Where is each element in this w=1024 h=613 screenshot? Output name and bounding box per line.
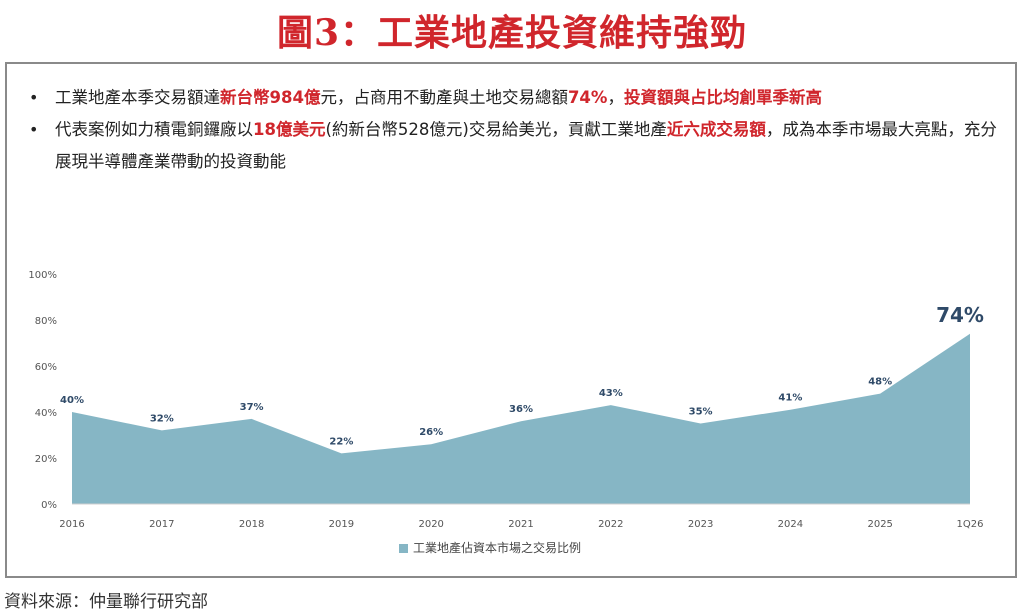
y-tick-label: 60% xyxy=(35,362,57,373)
legend-label: 工業地產佔資本市場之交易比例 xyxy=(413,540,581,555)
bullet-text: 元，占商用不動產與土地交易總額 xyxy=(320,88,568,107)
x-tick-label: 2025 xyxy=(867,519,892,530)
bullet-list: 工業地產本季交易額達新台幣984億元，占商用不動產與土地交易總額74%，投資額與… xyxy=(25,82,1000,178)
data-label: 43% xyxy=(599,388,623,399)
y-tick-label: 0% xyxy=(41,500,57,511)
highlight-text: 18億美元 xyxy=(253,120,326,139)
highlight-text: 74% xyxy=(567,88,608,107)
chart-title: 圖3：工業地產投資維持強勁 xyxy=(276,12,748,54)
highlight-text: 近六成交易額 xyxy=(666,120,766,139)
x-tick-label: 2016 xyxy=(59,519,84,530)
bullet-text: ， xyxy=(607,88,624,107)
chart-panel: 工業地產本季交易額達新台幣984億元，占商用不動產與土地交易總額74%，投資額與… xyxy=(5,62,1017,578)
highlight-text: 投資額與占比均創單季新高 xyxy=(623,88,822,107)
series-area xyxy=(72,333,970,504)
data-label: 22% xyxy=(329,436,353,447)
x-tick-label: 2019 xyxy=(329,519,354,530)
bullet-text: 代表案例如力積電銅鑼廠以 xyxy=(55,120,253,139)
x-tick-label: 2021 xyxy=(508,519,533,530)
x-tick-label: 1Q26 xyxy=(957,519,984,530)
bullet-text: 工業地產本季交易額達 xyxy=(55,88,220,107)
bullet-item: 工業地產本季交易額達新台幣984億元，占商用不動產與土地交易總額74%，投資額與… xyxy=(25,82,1000,114)
data-label: 40% xyxy=(60,395,84,406)
bullet-text: (約新台幣528億元)交易給美光，貢獻工業地產 xyxy=(325,120,667,139)
data-label: 36% xyxy=(509,404,533,415)
x-tick-label: 2024 xyxy=(778,519,803,530)
legend-swatch xyxy=(399,544,408,553)
bullet-item: 代表案例如力積電銅鑼廠以18億美元(約新台幣528億元)交易給美光，貢獻工業地產… xyxy=(25,114,1000,178)
y-tick-label: 100% xyxy=(28,270,57,281)
x-tick-label: 2017 xyxy=(149,519,174,530)
y-tick-label: 80% xyxy=(35,316,57,327)
highlight-text: 新台幣984億 xyxy=(220,88,321,107)
data-label: 48% xyxy=(868,377,892,388)
bullet-text: ，成為本季市場最大亮點，充分展現半導體產業帶動的投資動能 xyxy=(55,120,997,171)
data-label-highlight: 74% xyxy=(936,303,984,327)
data-label: 32% xyxy=(150,413,174,424)
x-tick-label: 2023 xyxy=(688,519,713,530)
data-label: 37% xyxy=(240,402,264,413)
y-tick-label: 20% xyxy=(35,454,57,465)
data-label: 26% xyxy=(419,427,443,438)
data-label: 35% xyxy=(689,407,713,418)
x-tick-label: 2018 xyxy=(239,519,264,530)
x-tick-label: 2022 xyxy=(598,519,623,530)
data-label: 41% xyxy=(778,393,802,404)
source-note: 資料來源：仲量聯行研究部 xyxy=(4,592,208,612)
x-tick-label: 2020 xyxy=(418,519,443,530)
area-chart: 0% 20% 40% 60% 80% 100% 2016 2017 2018 2019 2020 20… xyxy=(28,270,984,555)
y-tick-label: 40% xyxy=(35,408,57,419)
